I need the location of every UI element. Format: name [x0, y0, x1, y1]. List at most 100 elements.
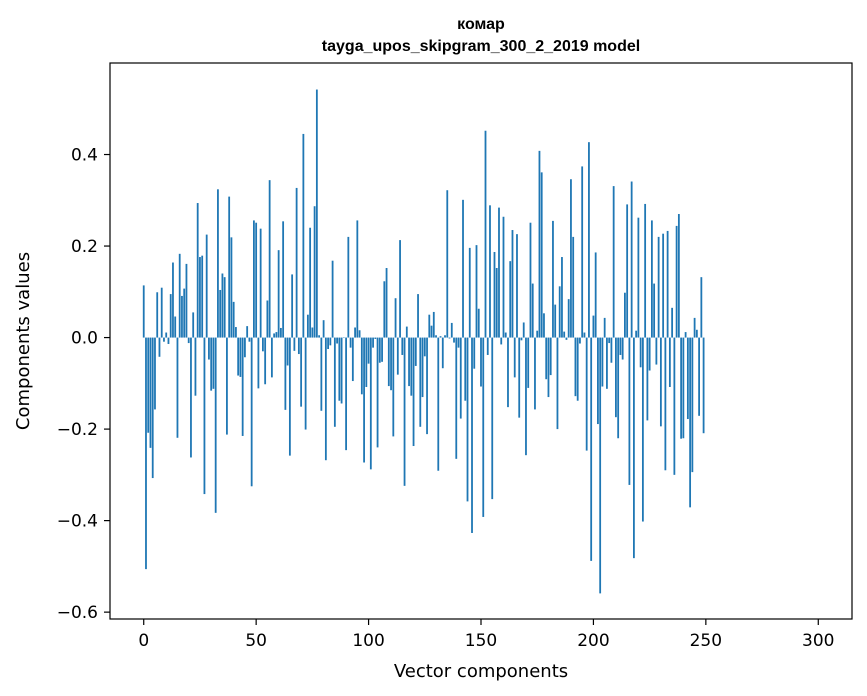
bar	[214, 337, 217, 513]
bar	[684, 332, 687, 338]
bar	[671, 307, 674, 338]
x-tick-label: 300	[802, 631, 834, 651]
bar	[230, 237, 233, 338]
bar	[509, 261, 512, 338]
bar	[531, 283, 534, 338]
bar	[455, 337, 458, 459]
bar	[329, 337, 332, 346]
bar	[383, 281, 386, 338]
bar	[174, 316, 177, 338]
bar	[619, 337, 622, 355]
bar	[246, 326, 249, 338]
bar	[628, 337, 631, 485]
bar	[511, 230, 514, 338]
bar	[612, 186, 615, 338]
bar	[199, 257, 201, 338]
bar	[169, 294, 172, 338]
bar	[365, 337, 368, 387]
bar	[637, 217, 640, 338]
bar	[491, 337, 494, 500]
bar	[689, 337, 692, 508]
bar	[192, 312, 195, 338]
bar	[639, 337, 642, 368]
bar	[257, 337, 260, 389]
bar	[399, 240, 401, 338]
bar	[351, 337, 354, 382]
bar	[219, 289, 222, 338]
bar	[453, 337, 455, 343]
bar	[626, 204, 629, 338]
bar	[698, 337, 700, 416]
bar	[347, 236, 350, 338]
bar	[468, 247, 471, 338]
bar	[394, 298, 397, 338]
bar	[659, 337, 662, 427]
bar	[441, 337, 444, 369]
bar	[315, 89, 318, 338]
bar	[565, 337, 568, 340]
bar	[392, 337, 395, 437]
bar	[430, 325, 433, 338]
bar	[360, 337, 363, 395]
bar	[527, 337, 530, 388]
bar	[268, 180, 271, 338]
bar	[576, 337, 579, 401]
bar	[306, 314, 309, 338]
bar	[432, 311, 435, 338]
bar	[221, 273, 224, 338]
y-axis-label: Components values	[13, 252, 34, 430]
bar	[590, 337, 593, 561]
y-axis-ticks: −0.6 −0.4 −0.2 0.0 0.2 0.4	[57, 146, 110, 623]
bar	[682, 337, 685, 439]
bar	[340, 337, 343, 404]
bar	[525, 337, 527, 456]
bar	[581, 166, 584, 338]
bar	[408, 337, 410, 387]
y-tick-label: 0.2	[71, 237, 98, 257]
bar	[410, 337, 413, 396]
bar	[295, 187, 298, 338]
bar	[504, 332, 507, 338]
bar	[181, 295, 183, 338]
bar	[309, 227, 312, 338]
bar	[279, 327, 282, 338]
bar	[457, 337, 460, 348]
bar	[304, 337, 307, 430]
bar	[471, 337, 473, 533]
bar	[244, 337, 246, 358]
bar	[480, 337, 482, 387]
bar	[635, 330, 638, 338]
bar	[693, 317, 696, 338]
bar	[459, 337, 462, 419]
bar	[205, 234, 208, 338]
bar	[284, 337, 287, 410]
bar	[437, 337, 440, 471]
bar	[466, 337, 469, 502]
bar	[513, 337, 516, 378]
bar	[338, 337, 341, 401]
bar	[210, 337, 213, 391]
bar	[226, 337, 228, 435]
bar	[288, 337, 291, 456]
y-tick-label: −0.4	[57, 512, 98, 532]
bar	[185, 263, 188, 338]
bar	[552, 220, 554, 338]
bar	[223, 277, 226, 338]
bar	[412, 337, 415, 447]
bar	[522, 322, 525, 338]
bar	[543, 313, 545, 338]
bar	[579, 337, 581, 344]
bar	[603, 317, 606, 338]
bar	[194, 337, 197, 396]
bar	[520, 337, 523, 341]
bar	[583, 332, 586, 338]
bar	[574, 337, 577, 397]
bar	[264, 337, 267, 385]
bar	[585, 337, 588, 451]
bar	[482, 337, 485, 517]
bar	[534, 337, 536, 410]
bar	[142, 285, 145, 338]
bar	[419, 337, 422, 427]
bar	[183, 288, 186, 338]
bar	[241, 337, 244, 436]
